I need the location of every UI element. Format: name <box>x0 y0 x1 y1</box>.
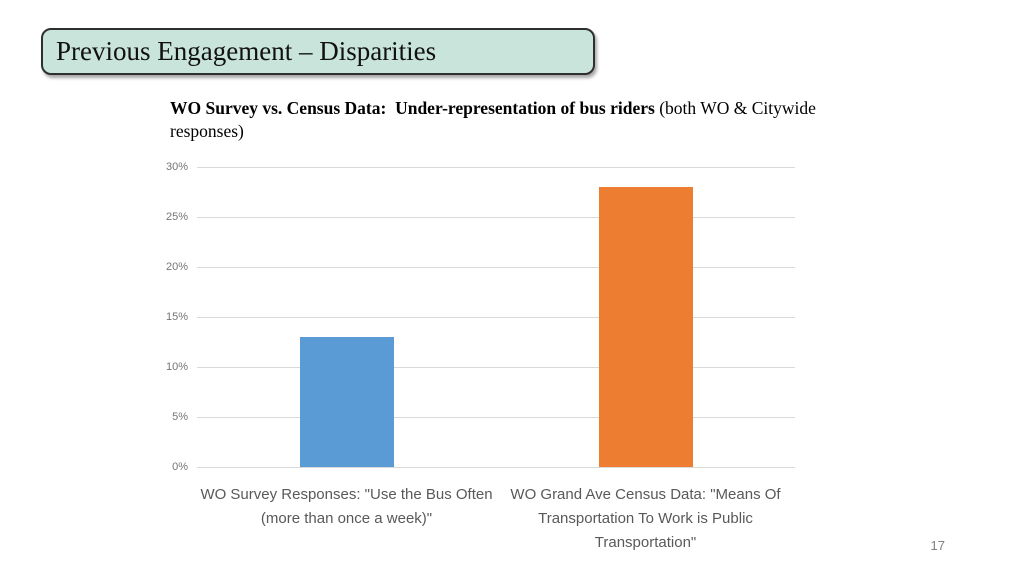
gridline <box>197 317 795 318</box>
gridline <box>197 217 795 218</box>
chart-heading-bold: WO Survey vs. Census Data: Under-represe… <box>170 98 655 118</box>
gridline <box>197 167 795 168</box>
slide-title: Previous Engagement – Disparities <box>56 36 437 66</box>
y-axis-tick-label: 25% <box>165 211 188 223</box>
x-axis-category-label: WO Grand Ave Census Data: "Means Of Tran… <box>510 486 781 551</box>
gridline <box>197 267 795 268</box>
bar-2 <box>598 187 693 467</box>
page-number: 17 <box>930 538 945 553</box>
y-axis-tick-label: 0% <box>172 461 188 473</box>
slide-title-banner: Previous Engagement – Disparities <box>41 28 595 75</box>
x-axis-category-labels: WO Survey Responses: "Use the Bus Often … <box>197 483 795 555</box>
y-axis-tick-labels: 0% 5% 10% 15% 20% 25% 30% <box>100 161 188 473</box>
y-axis-tick-label: 10% <box>165 361 188 373</box>
bar-1 <box>299 337 394 467</box>
y-axis-tick-label: 20% <box>165 261 188 273</box>
y-axis-tick-label: 15% <box>165 311 188 323</box>
plot-area <box>197 167 795 468</box>
gridline <box>197 367 795 368</box>
chart-heading: WO Survey vs. Census Data: Under-represe… <box>170 97 820 143</box>
gridline <box>197 467 795 468</box>
chart-heading-regular: (both WO & Citywide responses) <box>170 98 821 141</box>
gridline <box>197 417 795 418</box>
y-axis-tick-label: 30% <box>165 161 188 173</box>
y-axis-tick-label: 5% <box>172 411 188 423</box>
x-axis-category-label: WO Survey Responses: "Use the Bus Often … <box>200 486 493 527</box>
